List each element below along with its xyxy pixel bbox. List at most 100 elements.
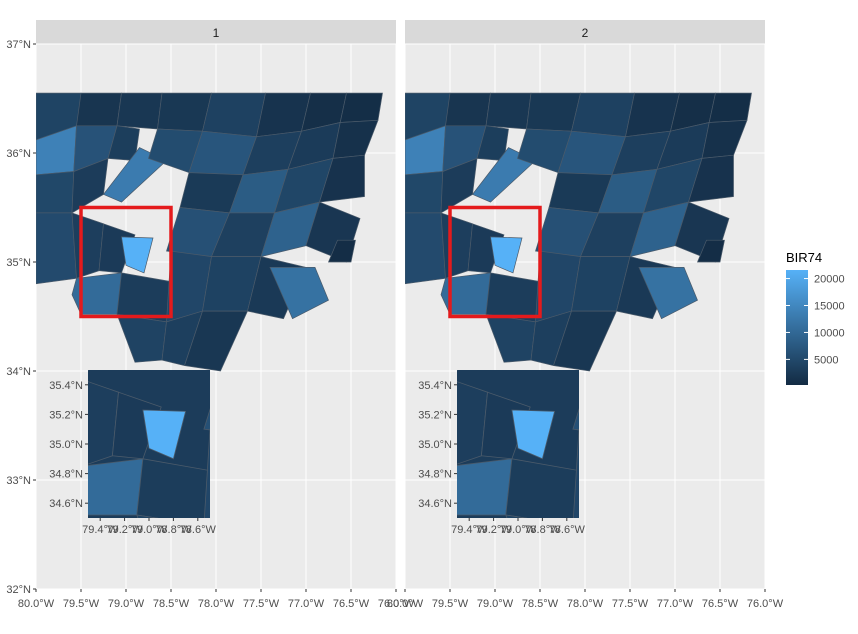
county-region	[485, 272, 541, 323]
y-tick-label: 34°N	[6, 366, 31, 378]
inset-x-tick-label: 79.0°W	[500, 524, 537, 536]
inset-county-region	[88, 370, 90, 371]
county-region	[76, 92, 122, 127]
inset-y-tick-label: 35.2°N	[49, 409, 83, 421]
county-region	[121, 236, 154, 274]
strip-2-label: 2	[582, 26, 589, 40]
county-region	[696, 239, 725, 263]
inset-county-region	[457, 458, 513, 516]
inset-county-region	[88, 458, 144, 516]
inset-county-region	[511, 409, 556, 460]
inset-x-tick-label: 79.4°W	[451, 524, 488, 536]
x-tick-label: 77.5°W	[612, 598, 649, 610]
strip-1-background	[36, 20, 396, 44]
strip-1-label: 1	[213, 26, 220, 40]
legend: BIR74 5000 10000 15000 20000	[786, 250, 845, 385]
panel-2-inset-map: 35.4°N 35.2°N 35.0°N 34.8°N 34.6°N 79.4°W79.2…	[418, 215, 858, 536]
inset-county-region	[505, 458, 579, 518]
inset-county-region	[572, 428, 579, 518]
x-tick-label: 77.0°W	[288, 598, 325, 610]
x-tick-label: 79.0°W	[477, 598, 514, 610]
x-tick-label: 76.5°W	[702, 598, 739, 610]
county-region	[526, 92, 581, 132]
legend-ticks: 5000 10000 15000 20000	[786, 274, 845, 366]
inset-y-tick-label: 34.6°N	[49, 498, 83, 510]
legend-colorbar	[786, 270, 808, 385]
panel-2-highlight-box	[448, 205, 542, 319]
inset-county-region	[142, 409, 187, 460]
inset-y-tick-label: 35.2°N	[418, 409, 452, 421]
inset-x-tick-label: 78.8°W	[155, 524, 192, 536]
y-tick-label: 37°N	[6, 39, 31, 51]
y-axis: 32°N 33°N 34°N 35°N 36°N 37°N	[6, 39, 36, 596]
x-tick-label: 80.0°W	[18, 598, 55, 610]
inset-x-tick-label: 79.2°W	[475, 524, 512, 536]
legend-title: BIR74	[786, 250, 822, 265]
county-region	[202, 92, 266, 138]
x-tick-label: 78.5°W	[153, 598, 190, 610]
facet-panel-1: 1 35.4°N 35.2°N 35.0°N 34.8°N 34.6°N 79.4°W 79…	[35, 20, 397, 590]
x-tick-label: 76.5°W	[333, 598, 370, 610]
inset-x-tick-label: 78.6°W	[549, 524, 586, 536]
x-tick-label: 76.0°W	[747, 598, 784, 610]
county-region	[440, 157, 478, 214]
strip-2-background	[405, 20, 765, 44]
inset-county-region	[808, 215, 858, 255]
county-region	[269, 267, 329, 320]
legend-tick-label: 15000	[814, 301, 845, 313]
legend-tick-label: 20000	[814, 274, 845, 286]
y-tick-label: 35°N	[6, 257, 31, 269]
x-axis-panel-1: 80.0°W 79.5°W 79.0°W 78.5°W 78.0°W 77.5°W 77.0…	[18, 589, 415, 610]
inset-y-tick-label: 35.0°N	[418, 439, 452, 451]
inset-county-region	[505, 514, 528, 518]
inset-county-region	[457, 370, 459, 371]
y-tick-label: 32°N	[6, 584, 31, 596]
inset-y-tick-label: 34.8°N	[49, 469, 83, 481]
panel-1-highlight-box	[79, 205, 173, 319]
county-region	[485, 92, 532, 130]
county-region	[405, 212, 446, 285]
x-tick-label: 79.0°W	[108, 598, 145, 610]
county-region	[708, 92, 752, 123]
x-tick-label: 79.5°W	[63, 598, 100, 610]
county-region	[36, 212, 77, 285]
inset-x-tick-label: 79.0°W	[131, 524, 168, 536]
inset-y-tick-label: 35.4°N	[418, 380, 452, 392]
county-region	[184, 310, 249, 372]
legend-tick-label: 10000	[814, 327, 845, 339]
inset-county-region	[203, 408, 210, 431]
county-region	[440, 272, 491, 315]
inset-county-region	[572, 408, 579, 431]
inset-county-region	[793, 414, 830, 444]
county-region	[688, 154, 734, 203]
inset-y-tick-label: 35.4°N	[49, 380, 83, 392]
county-region	[327, 239, 356, 263]
county-region	[71, 212, 104, 279]
panel-1-inset-map: 35.4°N 35.2°N 35.0°N 34.8°N 34.6°N 79.4°W79.2…	[49, 370, 217, 536]
x-tick-label: 77.0°W	[657, 598, 694, 610]
county-region	[638, 267, 698, 320]
y-tick-label: 36°N	[6, 148, 31, 160]
x-tick-label: 80.0°W	[387, 598, 424, 610]
inset-x-tick-label: 78.6°W	[180, 524, 217, 536]
inset-y-tick-label: 34.8°N	[418, 469, 452, 481]
inset-y-tick-label: 35.0°N	[49, 439, 83, 451]
panel-1-county-map	[36, 92, 383, 372]
x-tick-label: 76.0°W	[378, 598, 415, 610]
inset-county-layer	[457, 215, 858, 518]
inset-county-region	[203, 428, 210, 518]
x-axis-panel-2: 80.0°W 79.5°W 79.0°W 78.5°W 78.0°W 77.5°W 77.0…	[387, 589, 784, 610]
x-tick-label: 78.0°W	[198, 598, 235, 610]
county-region	[36, 171, 75, 214]
county-region	[71, 272, 122, 315]
x-tick-label: 78.5°W	[522, 598, 559, 610]
inset-x-tick-label: 79.4°W	[82, 524, 119, 536]
county-region	[440, 212, 473, 279]
county-region	[553, 310, 618, 372]
county-region	[116, 272, 172, 323]
panel-2-county-map	[405, 92, 752, 372]
legend-tick-label: 5000	[814, 354, 838, 366]
county-region	[157, 92, 212, 132]
inset-county-region	[136, 458, 210, 518]
